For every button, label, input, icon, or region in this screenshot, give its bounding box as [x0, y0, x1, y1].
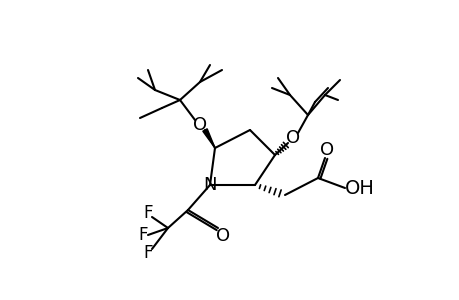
- Text: F: F: [143, 204, 152, 222]
- Text: O: O: [319, 141, 333, 159]
- Text: F: F: [143, 244, 152, 262]
- Text: O: O: [285, 129, 299, 147]
- Text: O: O: [192, 116, 207, 134]
- Text: F: F: [138, 226, 147, 244]
- Text: N: N: [203, 176, 216, 194]
- Text: OH: OH: [344, 178, 374, 197]
- Text: O: O: [215, 227, 230, 245]
- Polygon shape: [202, 129, 214, 148]
